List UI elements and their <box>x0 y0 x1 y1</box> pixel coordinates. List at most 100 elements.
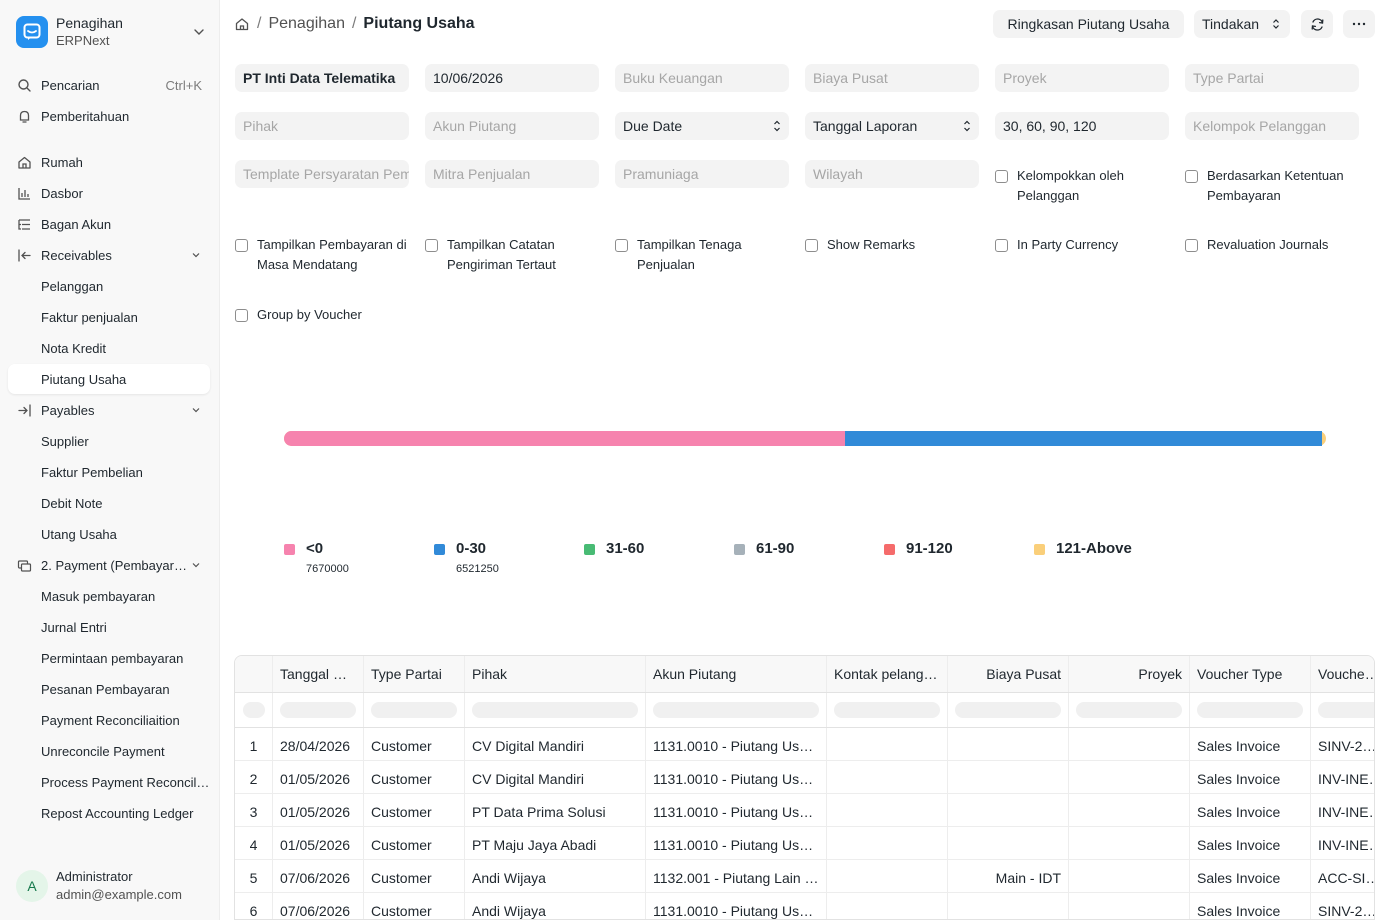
user-menu[interactable]: A Administrator admin@example.com <box>16 866 211 906</box>
refresh-button[interactable] <box>1301 10 1333 38</box>
table-cell-contact[interactable] <box>827 860 948 892</box>
table-cell-cost-center[interactable] <box>948 728 1069 760</box>
sidebar-item-utang-usaha[interactable]: Utang Usaha <box>8 519 210 549</box>
column-filter-input[interactable] <box>1311 693 1375 727</box>
table-cell-voucher-type[interactable]: Sales Invoice <box>1190 761 1311 793</box>
table-cell-party-type[interactable]: Customer <box>364 893 465 920</box>
table-cell-voucher-no[interactable]: ACC-SINV-2026-00001 <box>1311 860 1375 892</box>
table-cell-project[interactable] <box>1069 728 1190 760</box>
column-filter-input[interactable] <box>465 693 646 727</box>
table-row[interactable]: 5 07/06/2026 Customer Andi Wijaya 1132.001 -… <box>235 860 1375 893</box>
chevron-down-icon[interactable] <box>190 404 202 416</box>
table-cell-date[interactable]: 01/05/2026 <box>273 827 364 859</box>
column-filter-input[interactable] <box>1190 693 1311 727</box>
column-filter-input[interactable] <box>364 693 465 727</box>
sidebar-item-piutang-usaha[interactable]: Piutang Usaha <box>8 364 210 394</box>
table-cell-project[interactable] <box>1069 761 1190 793</box>
sidebar-item-debit-note[interactable]: Debit Note <box>8 488 210 518</box>
sidebar-item-dasbor[interactable]: Dasbor <box>8 178 210 208</box>
party-type-filter[interactable]: Type Partai <box>1185 64 1359 92</box>
table-cell-date[interactable]: 01/05/2026 <box>273 794 364 826</box>
column-filter-input[interactable] <box>273 693 364 727</box>
in-party-currency-checkbox[interactable]: In Party Currency <box>995 235 1165 255</box>
party-filter[interactable]: Pihak <box>235 112 409 140</box>
table-cell-party[interactable]: CV Digital Mandiri <box>465 728 646 760</box>
table-cell-voucher-type[interactable]: Sales Invoice <box>1190 728 1311 760</box>
sidebar-item-pelanggan[interactable]: Pelanggan <box>8 271 210 301</box>
more-options-button[interactable] <box>1343 10 1375 38</box>
company-filter[interactable]: PT Inti Data Telematika <box>235 64 409 92</box>
table-cell-contact[interactable] <box>827 827 948 859</box>
column-filter-input[interactable] <box>827 693 948 727</box>
show-sales-person-checkbox[interactable]: Tampilkan Tenaga Penjualan <box>615 235 775 275</box>
show-delivery-notes-checkbox[interactable]: Tampilkan Catatan Pengiriman Tertaut <box>425 235 595 275</box>
table-cell-contact[interactable] <box>827 761 948 793</box>
table-cell-party[interactable]: CV Digital Mandiri <box>465 761 646 793</box>
table-cell-party[interactable]: PT Data Prima Solusi <box>465 794 646 826</box>
table-cell-cost-center[interactable] <box>948 893 1069 920</box>
based-on-payment-terms-checkbox[interactable]: Berdasarkan Ketentuan Pembayaran <box>1185 166 1370 206</box>
chevron-down-icon[interactable] <box>190 249 202 261</box>
table-cell-party-type[interactable]: Customer <box>364 860 465 892</box>
table-cell-project[interactable] <box>1069 827 1190 859</box>
table-row[interactable]: 6 07/06/2026 Customer Andi Wijaya 1131.0010 … <box>235 893 1375 920</box>
column-filter-input[interactable] <box>1069 693 1190 727</box>
table-cell-party[interactable]: Andi Wijaya <box>465 860 646 892</box>
receivable-account-filter[interactable]: Akun Piutang <box>425 112 599 140</box>
column-header[interactable]: Type Partai <box>364 656 465 692</box>
revaluation-journals-checkbox[interactable]: Revaluation Journals <box>1185 235 1370 255</box>
home-icon[interactable] <box>234 16 250 32</box>
sidebar-item-bagan-akun[interactable]: Bagan Akun <box>8 209 210 239</box>
customer-group-filter[interactable]: Kelompok Pelanggan <box>1185 112 1359 140</box>
table-row[interactable]: 2 01/05/2026 Customer CV Digital Mandiri 113… <box>235 761 1375 794</box>
column-header[interactable]: Biaya Pusat <box>948 656 1069 692</box>
sidebar-item-faktur-pembelian[interactable]: Faktur Pembelian <box>8 457 210 487</box>
show-remarks-checkbox[interactable]: Show Remarks <box>805 235 975 255</box>
sidebar-item-unreconcile-payment[interactable]: Unreconcile Payment <box>8 736 210 766</box>
table-cell-cost-center[interactable] <box>948 827 1069 859</box>
chart-bar-segment-1[interactable] <box>845 431 1322 446</box>
ageing-ranges-input[interactable]: 30, 60, 90, 120 <box>995 112 1169 140</box>
sidebar-item-payables[interactable]: Payables <box>8 395 210 425</box>
sidebar-item-supplier[interactable]: Supplier <box>8 426 210 456</box>
table-cell-account[interactable]: 1132.001 - Piutang Lain - IDT <box>646 860 827 892</box>
column-filter-input[interactable] <box>646 693 827 727</box>
table-cell-account[interactable]: 1131.0010 - Piutang Usaha - IDT <box>646 827 827 859</box>
column-header[interactable]: Tanggal Posting <box>273 656 364 692</box>
column-header[interactable]: Voucher Type <box>1190 656 1311 692</box>
territory-filter[interactable]: Wilayah <box>805 160 979 188</box>
column-header[interactable]: Kontak pelanggan <box>827 656 948 692</box>
sidebar-item-repost-accounting-ledger[interactable]: Repost Accounting Ledger <box>8 798 210 828</box>
table-cell-contact[interactable] <box>827 728 948 760</box>
table-cell-date[interactable]: 01/05/2026 <box>273 761 364 793</box>
table-cell-voucher-no[interactable]: INV-INEXT-0001 <box>1311 761 1375 793</box>
sidebar-item-nota-kredit[interactable]: Nota Kredit <box>8 333 210 363</box>
sales-partner-filter[interactable]: Mitra Penjualan <box>425 160 599 188</box>
column-header[interactable]: Voucher No <box>1311 656 1375 692</box>
sidebar-item-receivables[interactable]: Receivables <box>8 240 210 270</box>
sidebar-item-process-payment-reconciliation[interactable]: Process Payment Reconciliation <box>8 767 210 797</box>
table-cell-account[interactable]: 1131.0010 - Piutang Usaha - IDT <box>646 893 827 920</box>
actions-button[interactable]: Tindakan <box>1194 10 1290 38</box>
table-cell-date[interactable]: 07/06/2026 <box>273 893 364 920</box>
app-switcher[interactable]: Penagihan ERPNext <box>16 12 206 52</box>
table-cell-voucher-type[interactable]: Sales Invoice <box>1190 893 1311 920</box>
table-row[interactable]: 1 28/04/2026 Customer CV Digital Mandiri 113… <box>235 728 1375 761</box>
table-cell-party-type[interactable]: Customer <box>364 761 465 793</box>
sidebar-item-masuk-pembayaran[interactable]: Masuk pembayaran <box>8 581 210 611</box>
sidebar-item-faktur-penjualan[interactable]: Faktur penjualan <box>8 302 210 332</box>
sidebar-item-payment[interactable]: 2. Payment (Pembayaran) <box>8 550 210 580</box>
breadcrumb-module[interactable]: Penagihan <box>268 15 345 33</box>
table-cell-date[interactable]: 28/04/2026 <box>273 728 364 760</box>
column-header[interactable]: Proyek <box>1069 656 1190 692</box>
sidebar-item-rumah[interactable]: Rumah <box>8 147 210 177</box>
table-cell-account[interactable]: 1131.0010 - Piutang Usaha - IDT <box>646 728 827 760</box>
sales-person-filter[interactable]: Pramuniaga <box>615 160 789 188</box>
column-header[interactable]: Pihak <box>465 656 646 692</box>
table-cell-party-type[interactable]: Customer <box>364 794 465 826</box>
table-cell-account[interactable]: 1131.0010 - Piutang Usaha - IDT <box>646 794 827 826</box>
table-cell-contact[interactable] <box>827 794 948 826</box>
summary-button[interactable]: Ringkasan Piutang Usaha <box>993 10 1184 38</box>
table-row[interactable]: 3 01/05/2026 Customer PT Data Prima Solusi 1… <box>235 794 1375 827</box>
show-future-payments-checkbox[interactable]: Tampilkan Pembayaran di Masa Mendatang <box>235 235 415 275</box>
